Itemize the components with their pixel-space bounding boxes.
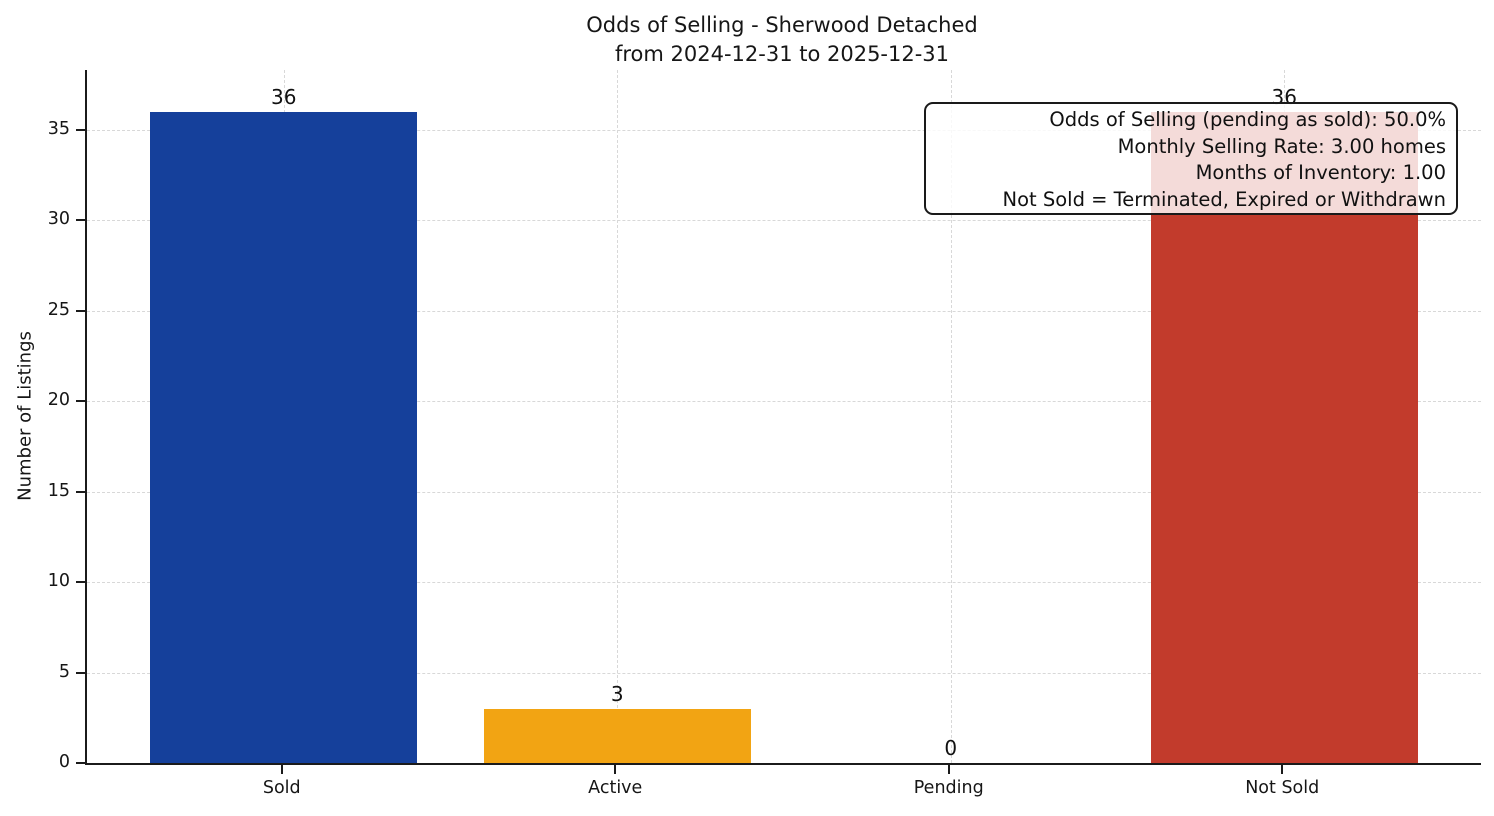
y-tick [76, 671, 85, 674]
y-tick-label: 15 [47, 480, 70, 501]
y-tick [76, 490, 85, 493]
h-gridline [87, 672, 1481, 674]
bar-value-label: 0 [944, 736, 958, 760]
h-gridline [87, 220, 1481, 222]
chart-subtitle: from 2024-12-31 to 2025-12-31 [614, 42, 950, 66]
stat-months-of-inventory: Months of Inventory: 1.00 [1195, 161, 1446, 184]
chart-title: Odds of Selling - Sherwood Detached [586, 13, 978, 37]
y-tick-label: 10 [47, 571, 70, 592]
x-tick-label: Active [588, 778, 643, 798]
y-tick [76, 581, 85, 584]
x-tick-label: Pending [913, 778, 984, 798]
bar-value-label: 36 [271, 84, 297, 109]
x-tick-label: Not Sold [1245, 778, 1320, 798]
x-tick [614, 765, 617, 774]
stat-odds-of-selling: Odds of Selling (pending as sold): 50.0% [1049, 108, 1446, 131]
plot-area: 36 3 0 36 [85, 70, 1481, 765]
y-tick [76, 128, 85, 131]
h-gridline [87, 401, 1481, 403]
y-tick-label: 0 [58, 752, 70, 772]
v-gridline [617, 70, 619, 763]
bar-not-sold [1150, 111, 1418, 763]
y-tick [76, 400, 85, 403]
stat-monthly-selling-rate: Monthly Selling Rate: 3.00 homes [1117, 134, 1446, 158]
y-tick-label: 30 [47, 209, 70, 230]
h-gridline [87, 491, 1481, 493]
x-tick-label: Sold [262, 778, 301, 798]
stats-annotation-box: Odds of Selling (pending as sold): 50.0%… [924, 102, 1458, 215]
y-tick [76, 762, 85, 764]
bar-active [483, 708, 751, 763]
y-tick-label: 20 [47, 390, 70, 411]
stat-not-sold-definition: Not Sold = Terminated, Expired or Withdr… [1002, 187, 1446, 211]
y-tick-label: 5 [58, 661, 70, 682]
bar-sold [150, 111, 418, 763]
y-tick-label: 25 [47, 299, 70, 320]
x-tick [1281, 765, 1284, 774]
x-tick [280, 765, 283, 774]
y-tick [76, 309, 85, 312]
y-tick-label: 35 [47, 118, 70, 139]
h-gridline [87, 129, 1481, 131]
v-gridline [950, 70, 952, 763]
x-tick [947, 765, 950, 774]
bar-value-label: 3 [610, 681, 624, 706]
y-axis-title: Number of Listings [14, 331, 36, 501]
h-gridline [87, 582, 1481, 584]
y-tick [76, 219, 85, 222]
h-gridline [87, 310, 1481, 312]
